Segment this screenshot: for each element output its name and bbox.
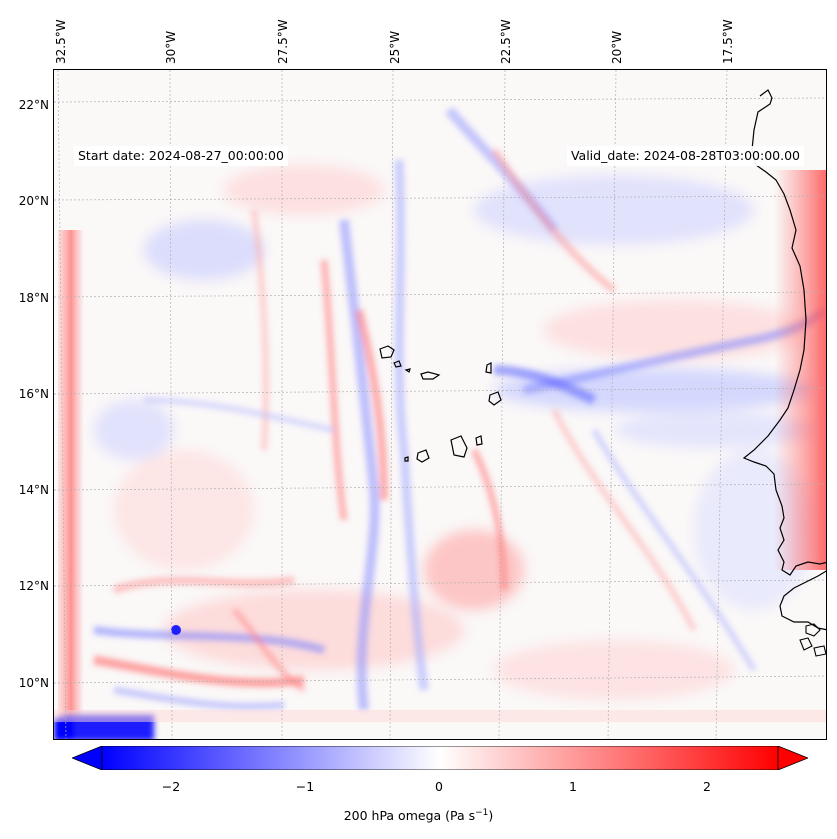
lat-label-18n: 18°N [18,291,49,305]
streak-shading [93,106,826,711]
guinea-coastline [779,570,826,631]
omega-map: Start date: 2024-08-27_00:00:00 Valid_da… [53,69,827,740]
lon-label-32.5w: 32.5°W [54,19,68,64]
lon-label-22.5w: 22.5°W [499,19,513,64]
valid-date-label: Valid_date: 2024-08-28T03:00:00.00 [566,146,804,166]
lon-label-17.5w: 17.5°W [721,19,735,64]
colorbar [72,746,808,770]
lat-label-14n: 14°N [18,483,49,497]
colorbar-gradient [101,746,779,770]
colorbar-max-arrow [777,746,808,770]
colorbar-min-arrow [72,746,103,770]
lon-label-20w: 20°W [610,30,624,64]
colorbar-label-main: 200 hPa omega (Pa s [343,808,476,824]
lat-label-10n: 10°N [18,676,49,690]
colorbar-tick-neg1: −1 [295,779,315,794]
broad-shading [94,165,814,700]
colorbar-tick-1: 1 [569,779,577,794]
lon-label-27.5w: 27.5°W [276,19,290,64]
lat-label-20n: 20°N [18,194,49,208]
cape-verde-islands [379,345,502,463]
colorbar-tick-neg2: −2 [161,779,181,794]
bijagos-islands [799,623,826,657]
colorbar-label-exponent: −1 [475,808,489,818]
lat-label-16n: 16°N [18,387,49,401]
omega-field [54,70,826,739]
colorbar-tick-0: 0 [435,779,443,794]
colorbar-tick-2: 2 [703,779,711,794]
lon-label-30w: 30°W [164,30,178,64]
colorbar-label: 200 hPa omega (Pa s−1) [0,808,837,823]
start-date-label: Start date: 2024-08-27_00:00:00 [74,146,288,166]
lat-label-22n: 22°N [18,98,49,112]
west-red-band [58,230,84,730]
lat-label-12n: 12°N [18,579,49,593]
lon-label-25w: 25°W [388,30,402,64]
colorbar-label-close: ) [488,808,494,824]
gridlines [54,70,826,739]
blue-spot [171,625,181,635]
